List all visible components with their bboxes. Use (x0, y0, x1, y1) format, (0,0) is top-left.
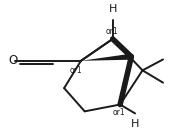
Text: or1: or1 (113, 108, 125, 117)
Text: or1: or1 (69, 66, 82, 75)
Polygon shape (81, 54, 132, 61)
Text: H: H (108, 4, 117, 14)
Text: O: O (8, 54, 17, 67)
Text: or1: or1 (105, 27, 118, 36)
Text: H: H (131, 119, 139, 129)
